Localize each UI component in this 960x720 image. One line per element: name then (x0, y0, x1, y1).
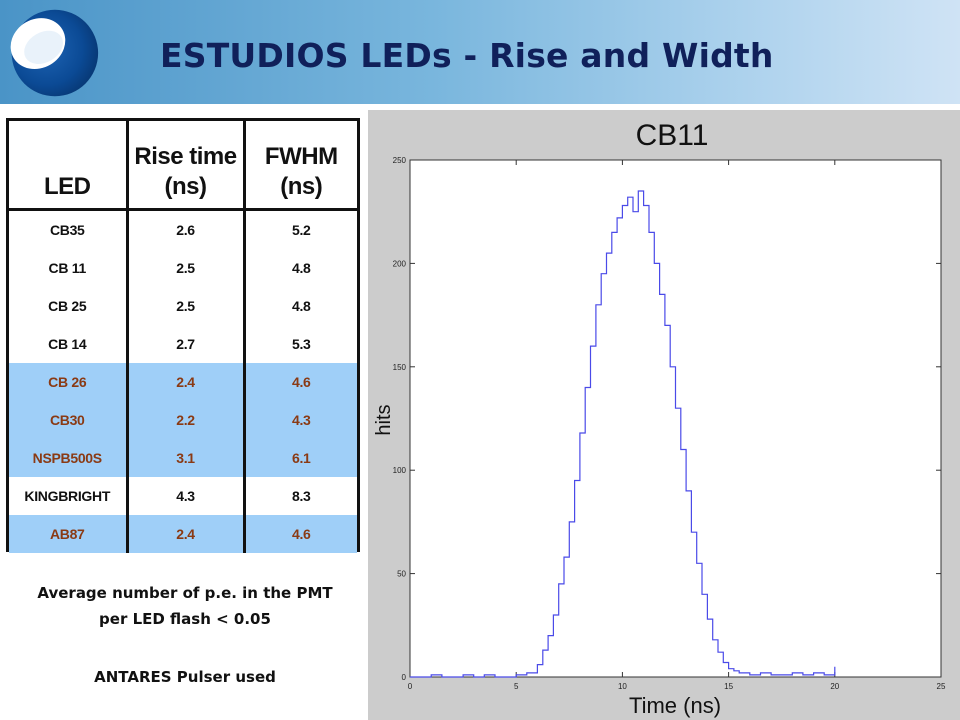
fwhm-cell: 4.3 (244, 400, 357, 439)
led-cell: NSPB500S (9, 438, 129, 477)
y-axis-label: hits (373, 404, 395, 435)
rise-time-cell: 3.1 (127, 438, 246, 477)
x-tick-label: 25 (937, 682, 946, 691)
table-row: AB87 2.4 4.6 (9, 514, 357, 553)
x-axis-label: Time (ns) (629, 693, 721, 718)
chart-title: CB11 (636, 119, 709, 152)
rise-time-cell: 2.4 (127, 362, 246, 401)
column-header-rise-line2: (ns) (164, 172, 208, 200)
note-pulser: ANTARES Pulser used (94, 668, 276, 686)
table-row: CB35 2.6 5.2 (9, 209, 357, 249)
fwhm-cell: 5.2 (291, 221, 311, 238)
y-tick-label: 250 (393, 156, 407, 165)
fwhm-cell: 5.3 (291, 335, 311, 352)
x-tick-label: 0 (408, 682, 413, 691)
column-header-rise-line1: Rise time (134, 142, 237, 170)
table-row: CB30 2.2 4.3 (9, 400, 357, 439)
fwhm-cell: 6.1 (244, 438, 357, 477)
column-header-led: LED (9, 121, 129, 211)
x-tick-label: 5 (514, 682, 519, 691)
y-tick-label: 150 (393, 363, 407, 372)
table-row: CB 14 2.7 5.3 (9, 324, 357, 363)
fwhm-cell: 8.3 (291, 487, 311, 504)
led-cell: CB 11 (9, 248, 129, 287)
globe-logo-icon (10, 9, 99, 97)
table-row: CB 26 2.4 4.6 (9, 362, 357, 401)
x-tick-label: 20 (830, 682, 839, 691)
rise-time-cell: 2.6 (127, 209, 246, 249)
y-tick-label: 50 (397, 570, 406, 579)
table-row: CB 11 2.5 4.8 (9, 248, 357, 287)
x-tick-label: 10 (618, 682, 627, 691)
x-tick-label: 15 (724, 682, 733, 691)
column-header-rise-time: Rise time (ns) (127, 121, 246, 211)
led-cell: CB 14 (9, 324, 129, 363)
y-tick-label: 200 (393, 259, 407, 268)
table-row: KINGBRIGHT 4.3 8.3 (9, 476, 357, 515)
rise-time-cell: 2.7 (127, 324, 246, 363)
led-results-table: LED Rise time (ns) FWHM (ns) CB35 2.6 5.2 C… (9, 121, 357, 553)
led-cell: AB87 (9, 514, 129, 553)
table-row: NSPB500S 3.1 6.1 (9, 438, 357, 477)
page-title: ESTUDIOS LEDs - Rise and Width (160, 36, 774, 75)
note-per-flash: per LED flash < 0.05 (99, 610, 271, 628)
led-cell: KINGBRIGHT (9, 476, 129, 515)
y-tick-label: 100 (393, 466, 407, 475)
led-cell: CB 25 (9, 286, 129, 325)
rise-time-cell: 4.3 (127, 476, 246, 515)
y-tick-label: 0 (402, 673, 407, 682)
note-average-pe: Average number of p.e. in the PMT (37, 584, 333, 602)
histogram-series-line (410, 190, 836, 678)
led-cell: CB 26 (9, 362, 129, 401)
rise-time-cell: 2.4 (127, 514, 246, 553)
led-table: LED Rise time (ns) FWHM (ns) CB35 2.6 5.2 C… (6, 118, 360, 553)
led-cell: CB30 (9, 400, 129, 439)
rise-time-cell: 2.5 (127, 248, 246, 287)
column-header-fwhm: FWHM (ns) (244, 121, 357, 211)
header-divider (0, 104, 960, 107)
title-banner: ESTUDIOS LEDs - Rise and Width (0, 0, 960, 104)
fwhm-cell: 4.6 (244, 514, 357, 553)
plot-frame (409, 159, 942, 678)
fwhm-cell: 4.8 (291, 297, 311, 314)
table-row: CB 25 2.5 4.8 (9, 286, 357, 325)
table-body: CB35 2.6 5.2 CB 11 2.5 4.8 CB 25 2.5 4.8 CB 14 2.7… (9, 209, 357, 553)
rise-time-cell: 2.5 (127, 286, 246, 325)
fwhm-cell: 4.6 (244, 362, 357, 401)
fwhm-cell: 4.8 (291, 259, 311, 276)
led-cell: CB35 (9, 209, 129, 249)
rise-time-cell: 2.2 (127, 400, 246, 439)
